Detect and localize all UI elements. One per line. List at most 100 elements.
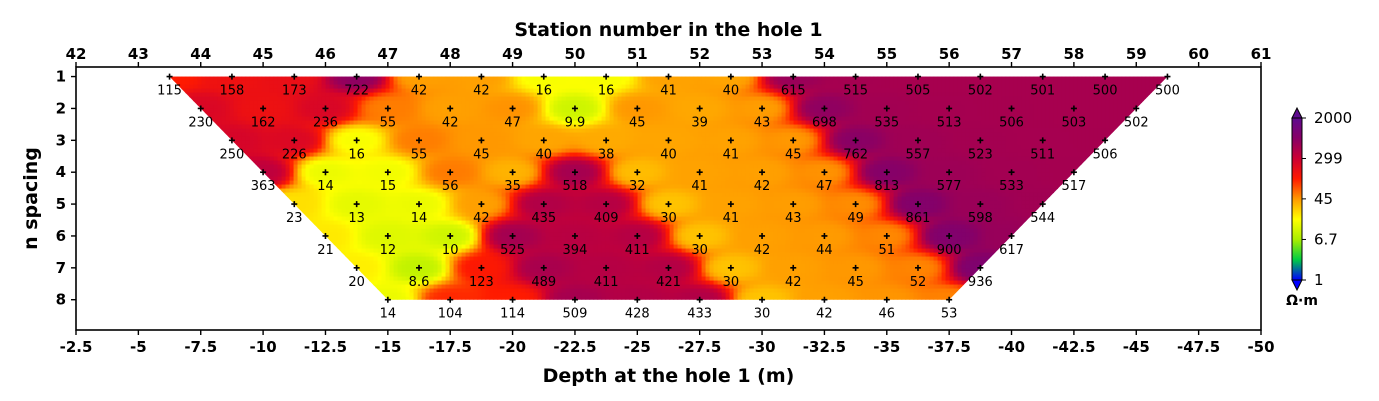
heat-cell (217, 136, 223, 142)
heat-cell (1165, 140, 1168, 146)
heat-cell (513, 76, 519, 82)
heat-cell (813, 136, 819, 142)
heat-cell (1009, 80, 1015, 86)
heat-cell (613, 120, 619, 126)
heat-cell (225, 92, 231, 98)
heat-cell (913, 80, 919, 86)
heat-cell (701, 112, 707, 118)
heat-cell (589, 148, 595, 154)
heat-cell (465, 92, 471, 98)
heat-cell (241, 116, 247, 122)
heat-cell (1033, 104, 1039, 110)
heat-cell (885, 100, 891, 106)
heat-cell (821, 80, 827, 86)
heat-cell (745, 80, 751, 86)
heat-cell (377, 76, 383, 82)
heat-cell (545, 76, 551, 82)
heat-cell (801, 120, 807, 126)
heat-cell (301, 96, 307, 102)
heat-cell (497, 124, 503, 130)
heat-cell (197, 100, 203, 106)
heat-cell (997, 136, 1003, 142)
heat-cell (1170, 117, 1175, 122)
heat-cell (381, 76, 387, 78)
heat-cell (185, 84, 191, 90)
heat-cell (1025, 124, 1031, 130)
heat-cell (877, 140, 883, 146)
heat-cell (441, 144, 447, 150)
heat-cell (749, 128, 755, 134)
heat-cell (601, 100, 607, 106)
heat-cell (425, 144, 431, 150)
heat-cell (481, 148, 487, 154)
heat-cell (1005, 140, 1011, 146)
heat-cell (553, 100, 559, 106)
heat-cell (821, 144, 827, 150)
heat-cell (1017, 96, 1023, 102)
heat-cell (1013, 128, 1019, 134)
heat-cell (393, 76, 399, 82)
heat-cell (245, 140, 251, 146)
heat-cell (685, 132, 691, 138)
heat-cell (1049, 100, 1055, 106)
heat-cell (1041, 120, 1047, 126)
heat-cell (813, 144, 819, 150)
heat-cell (865, 140, 871, 146)
heat-cell (1049, 76, 1055, 78)
heat-cell (465, 96, 471, 102)
heat-cell (889, 108, 895, 114)
heat-cell (697, 136, 703, 142)
heat-cell (717, 84, 723, 90)
heat-cell (457, 80, 463, 86)
heat-cell (437, 148, 443, 154)
heat-cell (1113, 80, 1119, 86)
heat-cell (445, 120, 451, 126)
heat-cell (257, 112, 263, 118)
heat-cell (193, 76, 199, 82)
heat-cell (525, 116, 531, 122)
heat-cell (361, 140, 367, 146)
heat-cell (477, 148, 483, 154)
heat-cell (713, 88, 719, 94)
heat-cell (917, 112, 923, 118)
heat-cell (301, 100, 307, 106)
heat-cell (177, 108, 183, 114)
heat-cell (357, 96, 363, 102)
heat-cell (949, 100, 955, 106)
heat-cell (345, 80, 351, 86)
heat-cell (469, 76, 475, 78)
heat-cell (957, 140, 963, 146)
heat-cell (841, 76, 847, 78)
heat-cell (621, 92, 627, 98)
heat-cell (481, 116, 487, 122)
heat-cell (385, 88, 391, 94)
heat-cell (433, 132, 439, 138)
heat-cell (349, 108, 355, 114)
heat-cell (277, 76, 283, 78)
heat-cell (905, 88, 911, 94)
heat-cell (997, 80, 1003, 86)
heat-cell (1057, 80, 1063, 86)
heat-cell (345, 140, 351, 146)
heat-cell (693, 100, 699, 106)
heat-cell (477, 76, 483, 82)
heat-cell (1085, 76, 1091, 78)
heat-cell (705, 92, 711, 98)
heat-cell (473, 84, 479, 90)
heat-cell (581, 76, 587, 82)
heat-cell (1137, 140, 1143, 146)
heat-cell (805, 148, 811, 154)
heat-cell (961, 100, 967, 106)
heat-cell (1001, 76, 1007, 78)
heat-cell (329, 76, 335, 82)
heat-cell (825, 148, 831, 154)
heat-cell (797, 148, 803, 154)
heat-cell (845, 108, 851, 114)
heat-cell (817, 148, 823, 154)
heat-cell (369, 108, 375, 114)
heat-cell (625, 124, 631, 130)
heat-cell (337, 132, 343, 138)
heat-cell (309, 136, 315, 142)
heat-cell (561, 108, 567, 114)
heat-cell (313, 80, 319, 86)
